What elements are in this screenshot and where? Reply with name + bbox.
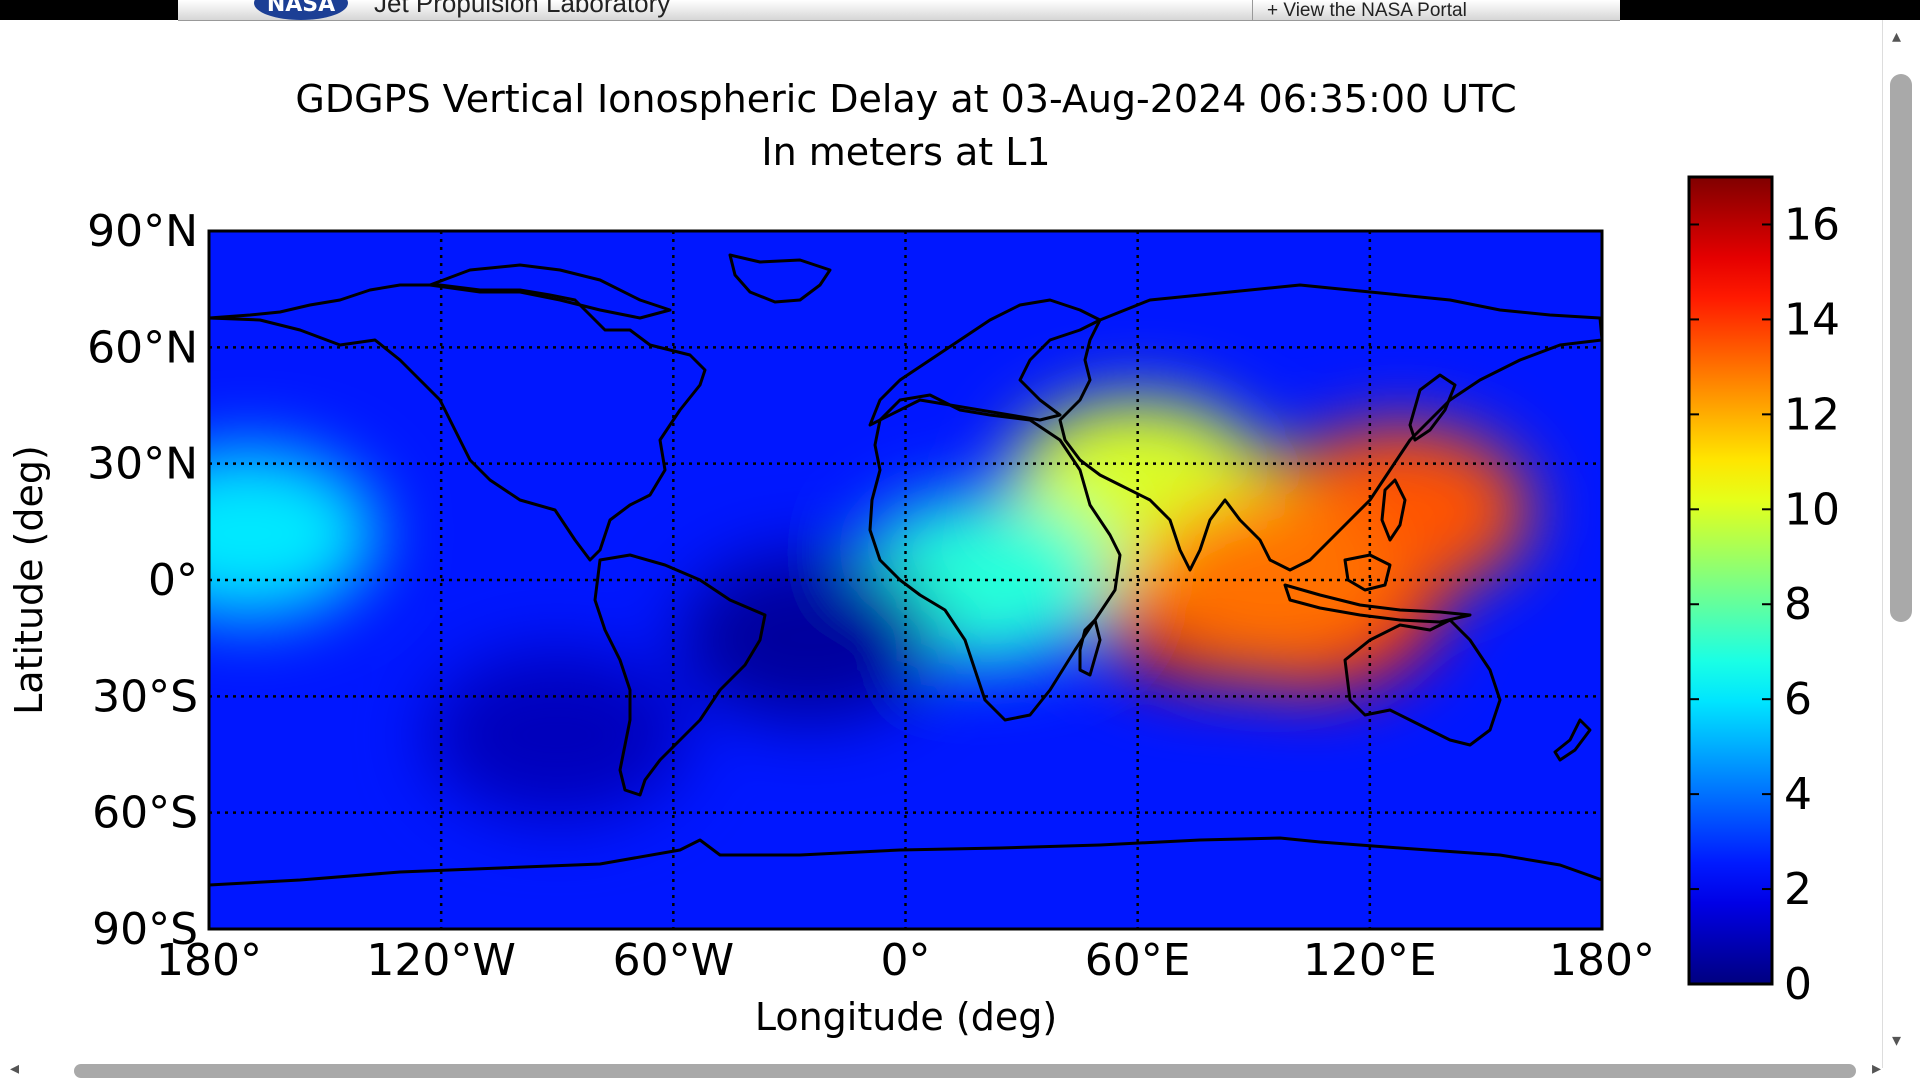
lab-name: Jet Propulsion Laboratory — [374, 0, 671, 18]
colorbar-tick-label-3: 6 — [1784, 674, 1812, 725]
x-axis-ticks: 180° 120°W 60°W 0° 60°E 120°E 180° — [156, 935, 1655, 986]
x-tick-label-5: 120°E — [1303, 935, 1437, 986]
y-axis-label: Latitude (deg) — [7, 445, 51, 715]
heatmap-blob-7 — [209, 448, 378, 619]
y-axis-ticks: 90°N 60°N 30°N 0° 30°S 60°S 90°S — [87, 206, 198, 955]
heatmap-blob-9 — [427, 650, 688, 821]
nasa-logo[interactable]: NASA — [254, 0, 348, 20]
nasa-logo-text: NASA — [266, 0, 336, 17]
chart-title: GDGPS Vertical Ionospheric Delay at 03-A… — [295, 77, 1516, 121]
coastline-japan — [1408, 373, 1457, 442]
colorbar-tick-label-1: 2 — [1784, 864, 1812, 915]
scroll-up-arrow-icon[interactable]: ▴ — [1892, 26, 1902, 47]
colorbar-tick-label-6: 12 — [1784, 389, 1840, 440]
vertical-scrollbar-thumb[interactable] — [1890, 74, 1912, 622]
coastline-madagascar — [1078, 618, 1102, 677]
colorbar-tick-label-7: 14 — [1784, 294, 1840, 345]
colorbar-tick-label-0: 0 — [1784, 959, 1812, 1010]
colorbar-tick-label-8: 16 — [1784, 199, 1840, 250]
y-tick-label-6: 90°S — [92, 904, 198, 955]
scroll-left-arrow-icon[interactable]: ◂ — [10, 1058, 20, 1079]
coastline-indonesia — [1283, 583, 1472, 624]
y-tick-label-3: 0° — [148, 555, 198, 606]
coastline-antarctica — [209, 836, 1602, 887]
colorbar-tick-label-5: 10 — [1784, 484, 1840, 535]
scroll-down-arrow-icon[interactable]: ▾ — [1892, 1030, 1902, 1051]
colorbar-tick-label-2: 4 — [1784, 769, 1812, 820]
jpl-header-bar: NASA Jet Propulsion Laboratory + View th… — [178, 0, 1620, 21]
y-tick-label-5: 60°S — [92, 788, 198, 839]
y-tick-label-1: 60°N — [87, 322, 198, 373]
coastline-arctic-islands — [428, 263, 672, 320]
x-tick-label-2: 60°W — [613, 935, 735, 986]
grid-lines — [209, 231, 1602, 929]
x-tick-label-0: 180° — [156, 935, 262, 986]
nasa-portal-link[interactable]: + View the NASA Portal — [1252, 0, 1467, 20]
x-tick-label-4: 60°E — [1085, 935, 1191, 986]
coastline-europe — [868, 298, 1102, 427]
chart-subtitle: In meters at L1 — [761, 130, 1050, 174]
y-tick-label-4: 30°S — [92, 671, 198, 722]
ionosphere-chart: GDGPS Vertical Ionospheric Delay at 03-A… — [7, 77, 1840, 1039]
map-area — [209, 231, 1602, 929]
colorbar — [1687, 175, 1774, 986]
plot-frame — [207, 229, 1604, 931]
y-tick-label-0: 90°N — [87, 206, 198, 257]
coastline-greenland — [728, 253, 832, 304]
heatmap-blob-8 — [678, 553, 939, 724]
x-tick-label-6: 180° — [1549, 935, 1655, 986]
x-tick-label-1: 120°W — [366, 935, 516, 986]
coastline-south-america — [593, 553, 767, 797]
horizontal-scrollbar-thumb[interactable] — [74, 1064, 1856, 1078]
scroll-right-arrow-icon[interactable]: ▸ — [1872, 1058, 1882, 1079]
y-tick-label-2: 30°N — [87, 439, 198, 490]
x-tick-label-3: 0° — [881, 935, 931, 986]
colorbar-ticks: 0 2 4 6 8 10 12 14 16 — [1689, 199, 1840, 1010]
coastline-europe-africa — [868, 393, 1122, 722]
coastline-new-zealand — [1553, 718, 1592, 762]
colorbar-tick-label-4: 8 — [1784, 579, 1812, 630]
x-axis-label: Longitude (deg) — [755, 995, 1057, 1039]
coastline-australia — [1343, 618, 1502, 747]
coastline-philippines — [1380, 478, 1407, 542]
